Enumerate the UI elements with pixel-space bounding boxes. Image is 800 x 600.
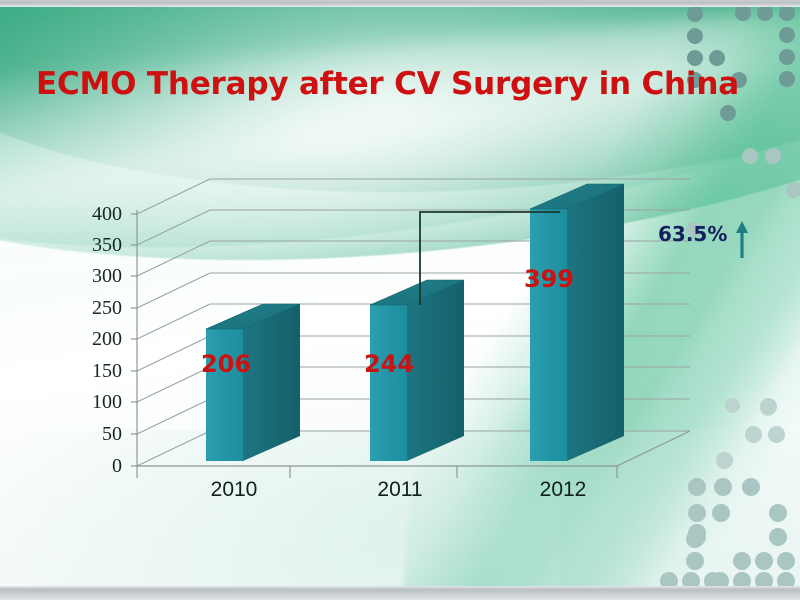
bar-2010[interactable] [205,303,301,461]
y-tick-label: 200 [92,328,122,350]
y-tick-label: 400 [92,203,122,225]
y-tick-label: 300 [92,265,122,287]
arrow-up-icon [736,221,748,258]
slide-title: ECMO Therapy after CV Surgery in China [36,66,739,102]
y-tick-label: 100 [92,391,122,413]
y-tick-label: 150 [92,360,122,382]
y-tick-label: 350 [92,234,122,256]
growth-percentage-label: 63.5% [658,222,728,246]
y-tick-label: 50 [102,423,122,445]
y-tick-label: 250 [92,297,122,319]
x-tick-label-2010: 2010 [210,478,258,501]
x-tick-label-2011: 2011 [377,478,423,501]
bar-data-label-2012: 399 [523,265,575,293]
x-tick-label-2012: 2012 [539,478,587,501]
bar-data-label-2010: 206 [200,350,252,378]
y-tick-label: 0 [112,455,122,477]
bar-data-label-2011: 244 [363,350,415,378]
bar-2012[interactable] [529,183,625,461]
